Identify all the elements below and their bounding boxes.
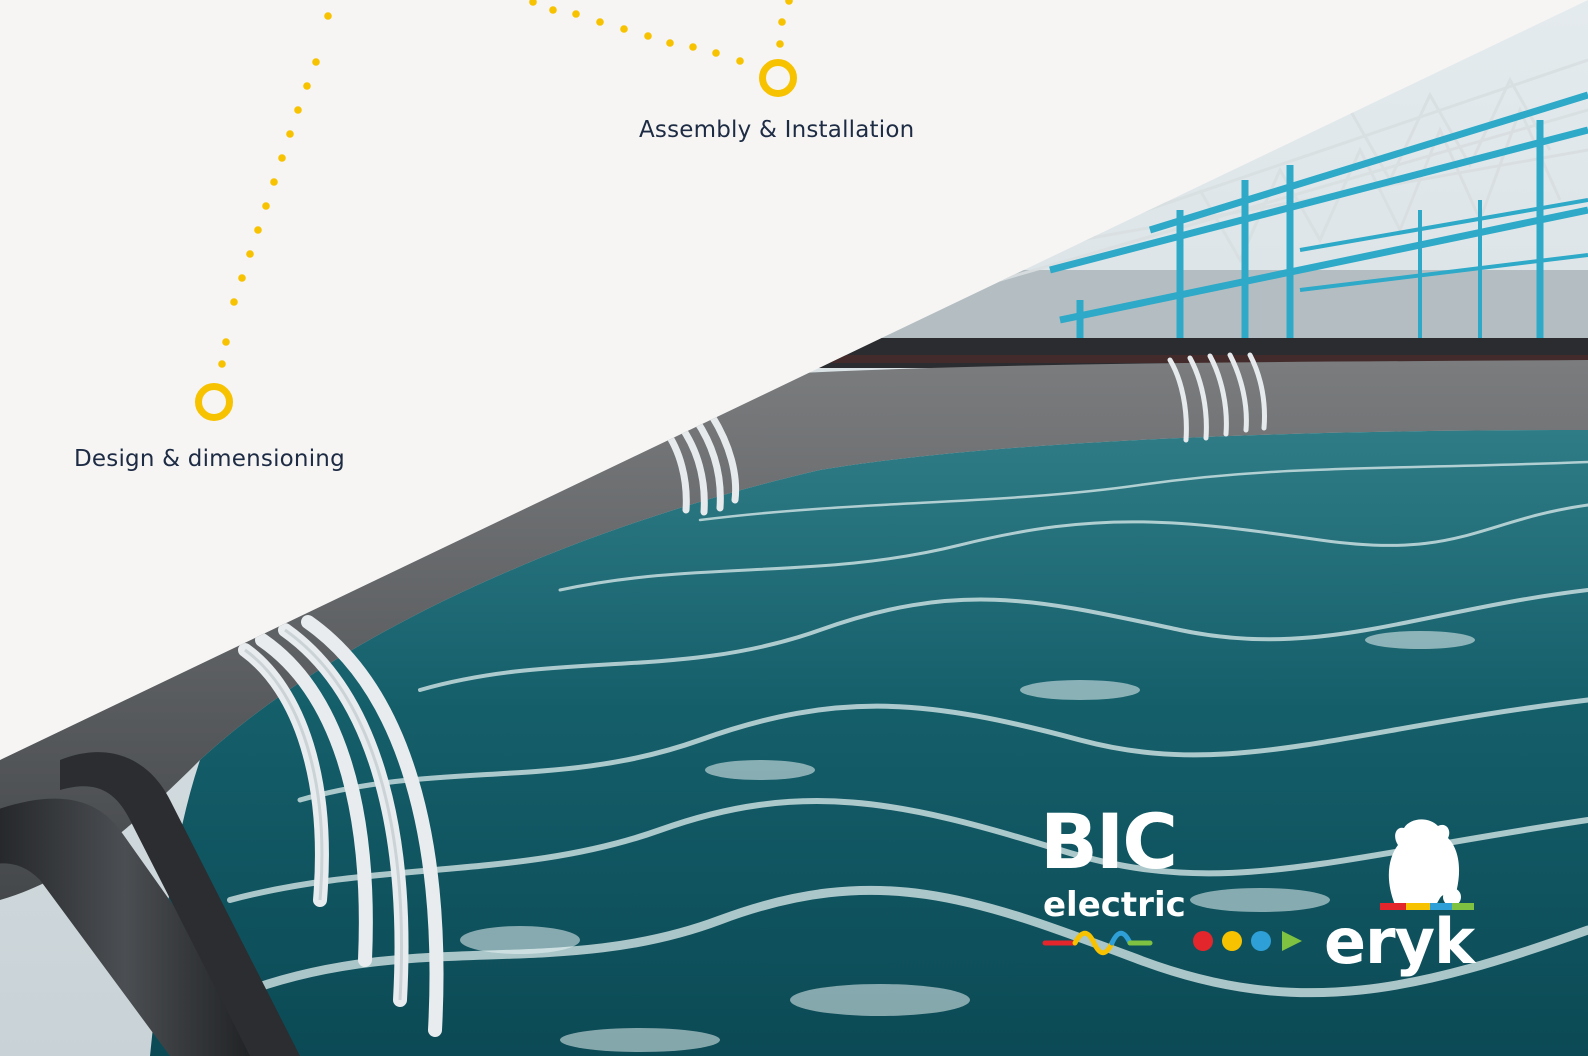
eryk-wordmark: eryk xyxy=(1324,905,1477,978)
step-marker-design xyxy=(195,383,233,421)
bic-logo-text: BIC xyxy=(1040,797,1176,886)
step-marker-assembly xyxy=(759,59,797,97)
bic-logo-subtext: electric xyxy=(1043,885,1186,925)
process-dotted-path xyxy=(218,0,793,368)
step-label-design: Design & dimensioning xyxy=(74,446,345,472)
step-label-assembly: Assembly & Installation xyxy=(639,117,915,143)
bic-electric-logo: BIC electric xyxy=(1040,797,1186,956)
eryk-logo: eryk xyxy=(1193,819,1478,978)
bear-icon xyxy=(1388,819,1461,906)
